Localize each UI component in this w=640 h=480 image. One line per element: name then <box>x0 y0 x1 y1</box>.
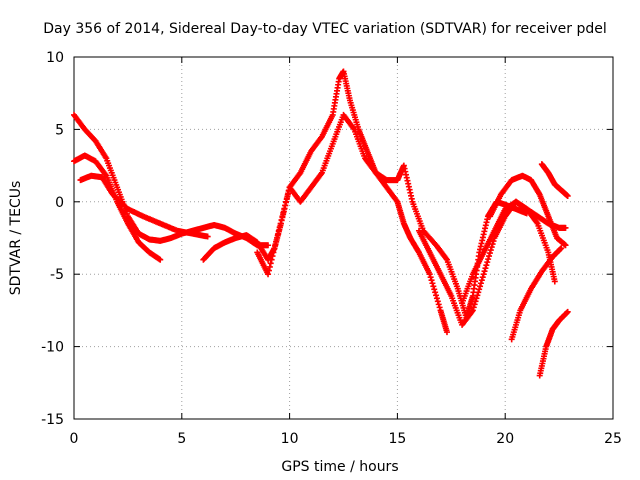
x-tick-label: 0 <box>70 431 79 447</box>
data-point <box>274 231 281 238</box>
series-track-9 <box>508 245 565 343</box>
data-point <box>434 298 441 305</box>
x-axis-title: GPS time / hours <box>281 459 398 475</box>
data-point <box>474 292 481 299</box>
data-point <box>433 295 440 302</box>
data-point <box>476 286 483 293</box>
data-point <box>279 213 286 220</box>
data-point <box>479 274 486 281</box>
data-point <box>427 274 434 281</box>
series-track-3 <box>77 172 211 240</box>
data-point <box>157 256 164 263</box>
series-track-2 <box>71 152 164 263</box>
data-point <box>564 308 571 315</box>
data-point <box>284 191 291 198</box>
data-point <box>269 253 276 260</box>
y-axis-title: SDTVAR / TECUs <box>8 181 24 296</box>
data-point <box>273 238 280 245</box>
data-point <box>487 247 494 254</box>
data-point <box>435 301 442 308</box>
data-point <box>428 277 435 284</box>
data-point <box>475 289 482 296</box>
data-point <box>488 244 495 251</box>
data-point <box>433 292 440 299</box>
data-point <box>482 265 489 272</box>
data-point <box>265 242 272 249</box>
y-tick-label: 0 <box>55 195 64 211</box>
data-point <box>278 216 285 223</box>
x-tick-label: 15 <box>388 431 406 447</box>
data-point <box>486 253 493 260</box>
data-point <box>272 242 279 249</box>
data-point <box>432 289 439 296</box>
series-track-8 <box>487 172 569 249</box>
data-point <box>267 260 274 267</box>
data-point <box>564 193 571 200</box>
data-point <box>431 286 438 293</box>
y-tick-label: -15 <box>41 412 64 428</box>
data-point <box>562 242 569 249</box>
data-point <box>485 256 492 263</box>
data-point <box>280 209 287 216</box>
data-point <box>486 250 493 257</box>
data-point <box>551 278 558 285</box>
data-point <box>473 295 480 302</box>
x-tick-label: 20 <box>496 431 514 447</box>
series-track-7 <box>459 198 558 307</box>
data-point <box>282 202 289 209</box>
grid <box>74 57 613 419</box>
plot-frame <box>73 56 614 420</box>
data-point <box>283 198 290 205</box>
data-point <box>471 301 478 308</box>
y-tick-label: 10 <box>46 50 64 66</box>
data-point <box>430 283 437 290</box>
data-point <box>562 224 569 231</box>
data-point <box>484 259 491 266</box>
series-track-11 <box>538 161 571 200</box>
chart-title: Day 356 of 2014, Sidereal Day-to-day VTE… <box>43 21 607 37</box>
data-point <box>276 224 283 231</box>
data-point <box>443 329 450 336</box>
data-point <box>558 245 565 252</box>
data-point <box>429 280 436 287</box>
data-point <box>478 277 485 284</box>
data-point <box>477 280 484 287</box>
data-point <box>266 263 273 270</box>
data-point <box>477 283 484 290</box>
data-point <box>436 304 443 311</box>
data-point <box>204 233 211 240</box>
data-point <box>483 262 490 269</box>
data-point <box>281 206 288 213</box>
data-point <box>265 267 272 274</box>
data-point <box>274 235 281 241</box>
x-tick-label: 10 <box>281 431 299 447</box>
data-point <box>469 307 476 314</box>
data-point <box>277 220 284 227</box>
data-point <box>268 256 275 263</box>
x-tick-label: 5 <box>177 431 186 447</box>
y-tick-label: -10 <box>41 340 64 356</box>
data-point <box>283 195 290 202</box>
data-point <box>271 245 278 252</box>
data-points <box>71 68 571 379</box>
data-point <box>275 227 282 234</box>
data-point <box>480 271 487 278</box>
x-tick-label: 25 <box>604 431 622 447</box>
data-point <box>265 271 272 278</box>
series-track-10 <box>536 308 571 379</box>
y-tick-label: -5 <box>50 267 64 283</box>
data-point <box>426 271 433 278</box>
data-point <box>481 268 488 275</box>
y-tick-label: 5 <box>55 122 64 138</box>
series-track-5 <box>254 111 530 321</box>
data-point <box>270 249 277 256</box>
data-point <box>470 304 477 311</box>
data-point <box>472 298 479 305</box>
ticks: 0 5 10 15 20 25 -15 -10 -5 0 5 10 <box>41 50 622 447</box>
